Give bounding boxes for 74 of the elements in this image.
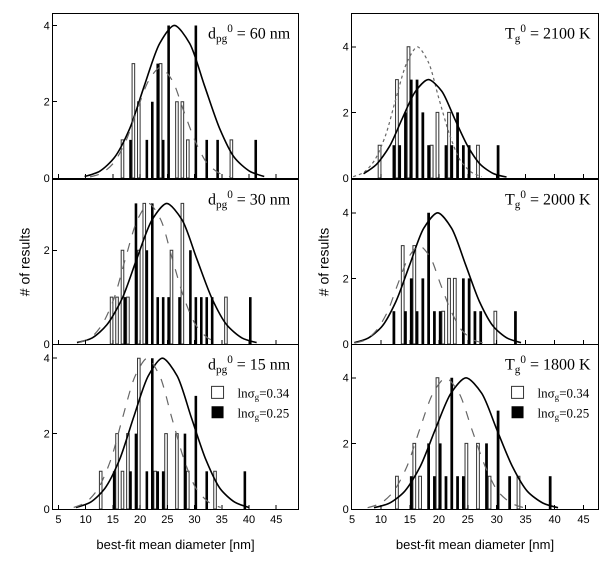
x-tick-label: 40: [548, 514, 561, 526]
bar: [395, 79, 399, 178]
y-tick-label: 0: [44, 338, 50, 351]
bar: [158, 63, 162, 178]
bar: [476, 442, 480, 509]
x-tick-label: 10: [374, 514, 388, 526]
line-series: [354, 245, 484, 344]
bar: [436, 377, 440, 509]
annotation: T$_{g}$$^{0}$ = 2100 K: [505, 23, 591, 46]
x-tick-label: 20: [134, 514, 146, 526]
y-tick-label: 2: [44, 96, 50, 109]
x-axis-title: best-fit mean diameter [nm]: [96, 536, 255, 552]
bar: [186, 139, 190, 178]
bar: [170, 250, 174, 344]
y-tick-label: 0: [342, 172, 349, 185]
x-tick-label: 45: [577, 514, 590, 526]
annotation: d$_{pg}$$^{0}$ = 15 nm: [208, 354, 291, 376]
x-tick-label: 30: [188, 514, 201, 526]
x-tick-label: 15: [106, 514, 120, 526]
annotation: d$_{pg}$$^{0}$ = 30 nm: [208, 189, 291, 212]
y-axis-title: # of results: [315, 228, 332, 296]
bar: [137, 101, 141, 178]
x-tick-label: 15: [404, 514, 416, 526]
y-tick-label: 0: [44, 504, 50, 516]
y-tick-label: 4: [44, 20, 50, 32]
bar: [436, 112, 440, 178]
y-tick-label: 2: [44, 245, 50, 258]
annotation: d$_{pg}$$^{0}$ = 60 nm: [208, 23, 291, 46]
y-tick-label: 4: [342, 372, 349, 385]
x-tick-label: 20: [432, 514, 445, 526]
line-series: [367, 377, 525, 508]
bar: [447, 112, 451, 178]
y-tick-label: 4: [44, 353, 50, 366]
x-tick-label: 10: [80, 514, 92, 526]
bar: [418, 476, 422, 509]
bar: [447, 278, 451, 344]
y-tick-label: 4: [342, 208, 349, 220]
legend-label: lnσ$_{g}$=0.34: [238, 385, 290, 402]
y-tick-label: 0: [342, 504, 349, 516]
x-tick-label: 45: [270, 514, 282, 526]
bar: [488, 476, 492, 509]
bar: [441, 310, 446, 344]
x-tick-label: 30: [490, 514, 503, 526]
annotation: T$_{g}$$^{0}$ = 2000 K: [505, 189, 591, 212]
x-tick-label: 5: [348, 514, 356, 526]
y-tick-label: 2: [342, 107, 349, 120]
x-axis-title: best-fit mean diameter [nm]: [396, 536, 554, 552]
bar: [224, 296, 228, 344]
x-tick-label: 40: [242, 514, 256, 526]
x-tick-label: 5: [55, 514, 62, 526]
bar: [430, 144, 434, 178]
y-tick-label: 0: [342, 338, 349, 351]
x-tick-label: 25: [161, 514, 174, 526]
y-axis-title: # of results: [16, 228, 32, 296]
y-tick-label: 2: [342, 438, 349, 450]
bar: [175, 433, 179, 509]
bar: [464, 442, 468, 509]
x-tick-label: 35: [520, 514, 532, 526]
line-series: [352, 46, 482, 178]
annotation: T$_{g}$$^{0}$ = 1800 K: [505, 354, 591, 376]
legend-label: lnσ$_{g}$=0.25: [238, 405, 290, 422]
y-tick-label: 2: [44, 428, 50, 440]
line-series: [89, 66, 232, 178]
legend-label: lnσ$_{g}$=0.25: [538, 405, 590, 422]
y-tick-label: 4: [342, 42, 349, 54]
bar: [175, 101, 179, 178]
y-tick-label: 0: [44, 172, 50, 185]
x-tick-label: 35: [216, 514, 228, 526]
bar: [452, 278, 457, 344]
x-tick-label: 25: [462, 514, 474, 526]
y-tick-label: 2: [342, 273, 349, 286]
bar: [180, 101, 184, 178]
legend-label: lnσ$_{g}$=0.34: [538, 385, 590, 402]
bar: [164, 433, 168, 509]
